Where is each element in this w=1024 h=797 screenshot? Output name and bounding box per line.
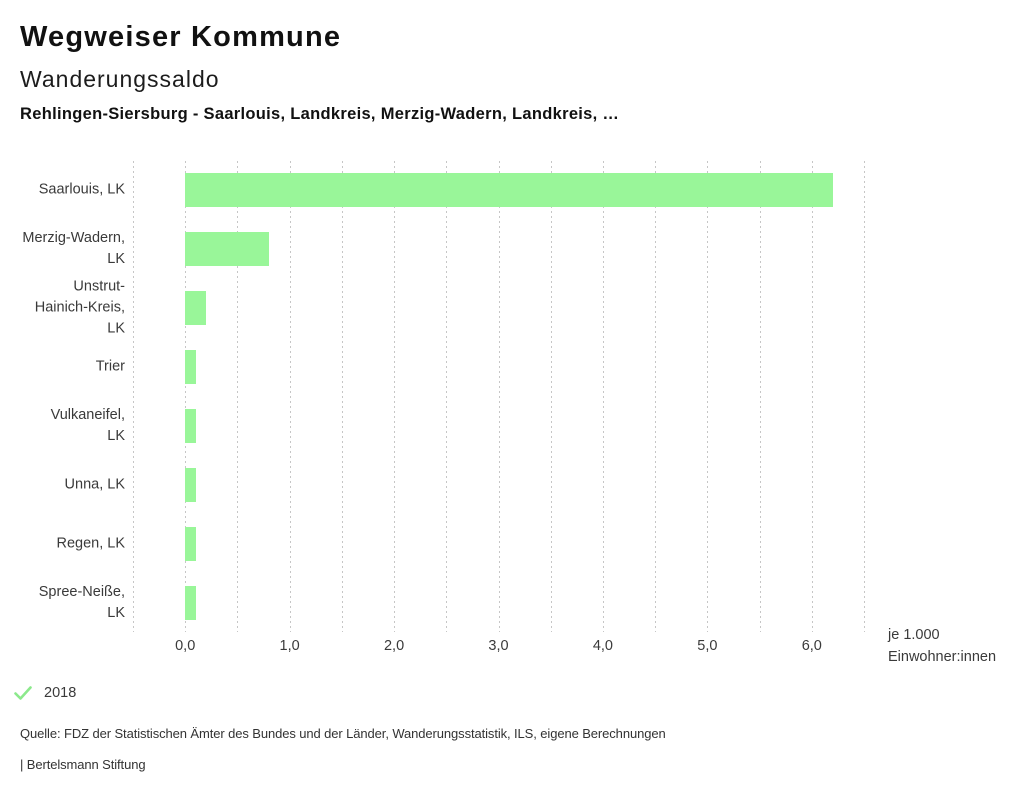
legend-year-label: 2018 [44,685,77,701]
chart-subtitle: Rehlingen-Siersburg - Saarlouis, Landkre… [20,105,620,123]
bar [185,350,196,385]
gridline [864,161,865,632]
bar [185,585,196,620]
gridline [550,161,552,632]
gridline [707,161,709,632]
category-label: Unstrut- Hainich-Kreis, LK [34,278,125,337]
gridline [446,161,448,632]
source-text: Quelle: FDZ der Statistischen Ämter des … [20,726,666,741]
x-axis-tick-label: 3,0 [488,638,509,654]
gridline [498,161,500,632]
attribution-text: | Bertelsmann Stiftung [20,757,146,772]
x-axis-tick-label: 4,0 [592,638,614,654]
gridline [655,161,657,632]
bar [185,467,196,502]
category-label: Saarlouis, LK [38,181,125,198]
x-axis-tick-label: 5,0 [697,638,718,654]
bar [185,408,196,443]
bar [185,232,269,267]
legend-item-2018[interactable]: 2018 [14,685,76,701]
category-label: Trier [95,358,125,375]
category-label: Merzig-Wadern, LK [22,230,125,268]
x-axis-tick-label: 1,0 [279,638,300,654]
category-label: Regen, LK [56,535,125,552]
axis-unit-label: je 1.000 Einwohner:innen [888,627,997,665]
app-title: Wegweiser Kommune [20,21,342,53]
category-label: Spree-Neiße, LK [38,583,125,621]
category-label: Vulkaneifel, LK [50,406,125,444]
x-axis-tick-label: 0,0 [175,638,196,654]
gridline [341,161,343,632]
bar [185,291,207,326]
gridline [811,161,813,632]
gridline [289,161,291,632]
bar-chart: je 1.000 Einwohner:innen Saarlouis, LK Me… [22,161,997,665]
check-icon [14,685,32,701]
gridline [394,161,396,632]
category-label: Unna, LK [64,476,125,493]
gridline [602,161,604,632]
gridline [185,161,187,632]
chart-title: Wanderungssaldo [20,66,220,92]
x-axis-tick-label: 2,0 [383,638,405,654]
gridline [237,161,239,632]
bar [185,526,196,561]
x-axis-tick-label: 6,0 [801,638,822,654]
gridline [759,161,761,632]
gridline [133,161,134,632]
bar [185,173,833,208]
